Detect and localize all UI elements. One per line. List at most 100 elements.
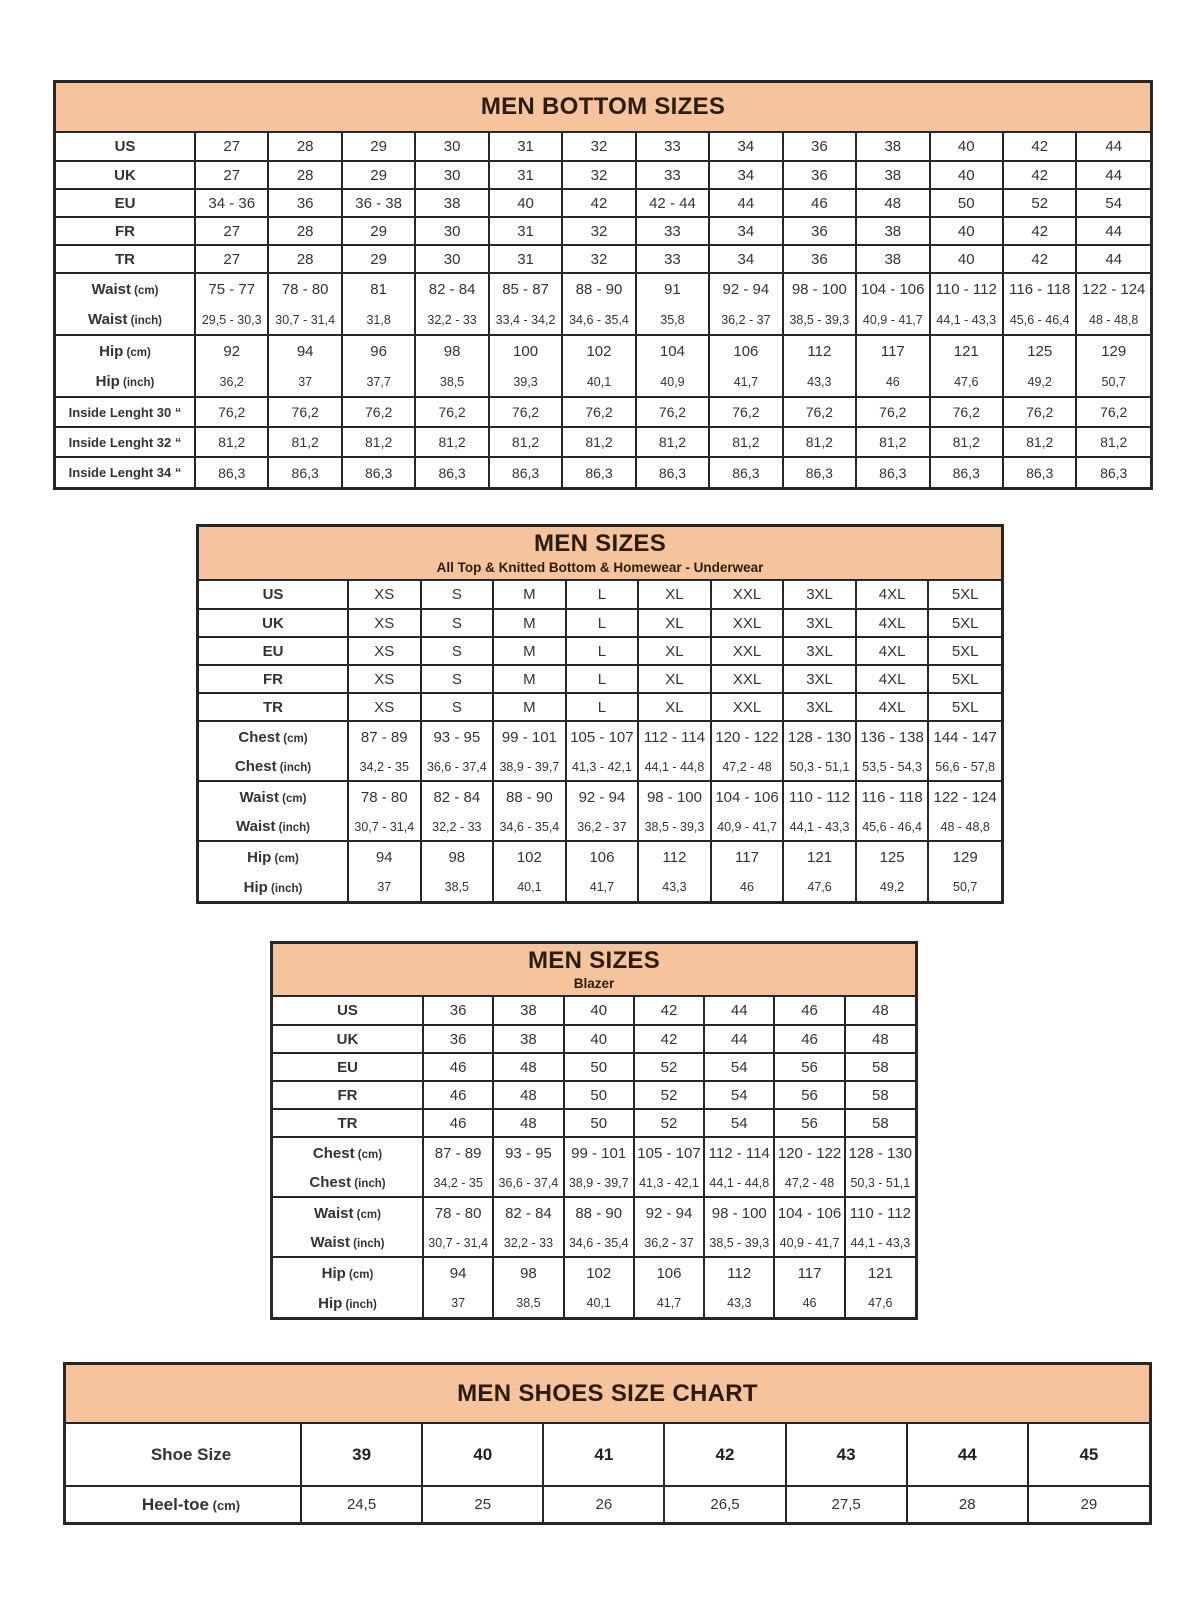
row-label: Waist (cm) (199, 780, 348, 813)
value-cell: 106 (564, 840, 639, 873)
value-cell: 82 - 84 (419, 780, 494, 813)
value-cell: 91 (634, 272, 710, 305)
men-sizes-tops-header: MEN SIZES All Top & Knitted Bottom & Hom… (199, 527, 1001, 581)
value-cell: 86,3 (781, 456, 857, 487)
value-cell: 3XL (782, 581, 856, 609)
value-cell: 75 - 77 (193, 272, 269, 305)
value-cell: 38 (492, 1024, 564, 1053)
table-row-eu: EU XS S M L XL XXL 3XL 4XL 5XL (199, 636, 1001, 665)
value-cell: 31 (487, 244, 563, 273)
value-cell: 36 - 38 (340, 188, 416, 217)
value-cell: 33 (634, 133, 710, 161)
value-cell: 98 - 100 (703, 1196, 775, 1229)
value-cell: 53,5 - 54,3 (854, 753, 929, 781)
value-cell: 41,3 - 42,1 (564, 753, 639, 781)
row-label: Inside Lenght 32 “ (56, 426, 195, 457)
value-cell: 98 - 100 (637, 780, 711, 813)
value-cell: 44 (1075, 216, 1150, 245)
value-cell: 32 (561, 133, 636, 161)
row-label: Chest (cm) (199, 720, 348, 753)
value-cell: 86,3 (634, 456, 710, 487)
value-cell: 45 (1026, 1424, 1149, 1486)
value-cell: 54 (703, 1080, 775, 1109)
value-cell: 40,1 (492, 873, 566, 901)
value-cell: 32 (561, 216, 636, 245)
value-cell: 34 - 36 (193, 188, 269, 217)
value-cell: 86,3 (1001, 456, 1077, 487)
value-cell: 34 (708, 244, 783, 273)
table-row-hip: Hip (cm) 94 98 102 106 112 117 121 (273, 1256, 915, 1289)
table-row-tr: TR XS S M L XL XXL 3XL 4XL 5XL (199, 692, 1001, 721)
value-cell: 128 - 130 (843, 1136, 915, 1169)
table-row-waist: Waist (cm) 78 - 80 82 - 84 88 - 90 92 - 94 98… (199, 780, 1001, 813)
value-cell: 37 (347, 873, 421, 901)
row-label: FR (56, 216, 195, 245)
value-cell: 32,2 - 33 (419, 813, 494, 841)
value-cell: 112 (781, 334, 857, 367)
value-cell: 43,3 (637, 873, 711, 901)
table-row-uk: UK XS S M L XL XXL 3XL 4XL 5XL (199, 608, 1001, 637)
value-cell: 31 (487, 133, 563, 161)
value-cell: 34 (708, 133, 783, 161)
value-cell: 4XL (854, 664, 929, 693)
value-cell: 144 - 147 (927, 720, 1001, 753)
value-cell: 42 - 44 (634, 188, 710, 217)
value-cell: 52 (632, 1108, 705, 1137)
value-cell: 33 (634, 244, 710, 273)
value-cell: 29 (340, 216, 416, 245)
value-cell: 46 (773, 997, 845, 1025)
men-sizes-blazer-table: MEN SIZES Blazer US 36 38 40 42 44 46 48 UK 36 38 4… (270, 941, 918, 1320)
value-cell: 76,2 (267, 396, 342, 427)
row-label: Waist (inch) (310, 1234, 385, 1251)
men-sizes-blazer-grid: US 36 38 40 42 44 46 48 UK 36 38 40 42 44 46 48 EU 46 48 50… (273, 997, 915, 1317)
value-cell: 81,2 (708, 426, 783, 457)
value-cell: 76,2 (487, 396, 563, 427)
value-cell: 44 (708, 188, 783, 217)
value-cell: 86,3 (708, 456, 783, 487)
value-cell: 34,6 - 35,4 (561, 305, 636, 335)
value-cell: 30,7 - 31,4 (421, 1229, 494, 1257)
value-cell: 40 (928, 244, 1003, 273)
value-cell: 58 (843, 1080, 915, 1109)
value-cell: 76,2 (855, 396, 930, 427)
value-cell: 42 (1001, 160, 1077, 189)
value-cell: 121 (843, 1256, 915, 1289)
value-cell: XL (637, 581, 711, 609)
table-row-us: US 36 38 40 42 44 46 48 (273, 997, 915, 1025)
value-cell: L (564, 608, 639, 637)
value-cell: 50 (928, 188, 1003, 217)
value-cell: 116 - 118 (1001, 272, 1077, 305)
row-label: UK (273, 1024, 423, 1053)
value-cell: 81,2 (487, 426, 563, 457)
value-cell: 40 (928, 216, 1003, 245)
value-cell: 54 (1075, 188, 1150, 217)
value-cell: 48 (492, 1052, 564, 1081)
value-cell: 112 (703, 1256, 775, 1289)
value-cell: 87 - 89 (347, 720, 421, 753)
value-cell: S (419, 664, 494, 693)
value-cell: 40 (928, 133, 1003, 161)
table-row-inside-lenght-30: Inside Lenght 30 “76,2 76,2 76,2 76,2 76,2 76… (56, 396, 1150, 427)
value-cell: 49,2 (1001, 367, 1077, 397)
value-cell: 78 - 80 (267, 272, 342, 305)
value-cell: 76,2 (561, 396, 636, 427)
value-cell: 44 (1075, 160, 1150, 189)
value-cell: 36 (781, 244, 857, 273)
table-row-us: US XS S M L XL XXL 3XL 4XL 5XL (199, 581, 1001, 609)
row-label: US (262, 586, 284, 603)
value-cell: 42 (632, 997, 705, 1025)
row-label: Heel-toe (cm) (66, 1485, 301, 1522)
row-label: FR (199, 664, 348, 693)
value-cell: XXL (709, 581, 784, 609)
value-cell: 76,2 (781, 396, 857, 427)
value-cell: 33,4 - 34,2 (487, 305, 563, 335)
value-cell: 3XL (782, 636, 856, 665)
value-cell: 94 (421, 1256, 494, 1289)
table-row-uk: UK 27 28 29 30 31 32 33 34 36 38 40 42 44 (56, 160, 1150, 189)
value-cell: 38 (855, 244, 930, 273)
value-cell: 44,1 - 43,3 (782, 813, 856, 841)
value-cell: 38,9 - 39,7 (562, 1169, 634, 1197)
value-cell: 45,6 - 46,4 (854, 813, 929, 841)
value-cell: 76,2 (340, 396, 416, 427)
row-label: Inside Lenght 34 “ (56, 456, 195, 487)
